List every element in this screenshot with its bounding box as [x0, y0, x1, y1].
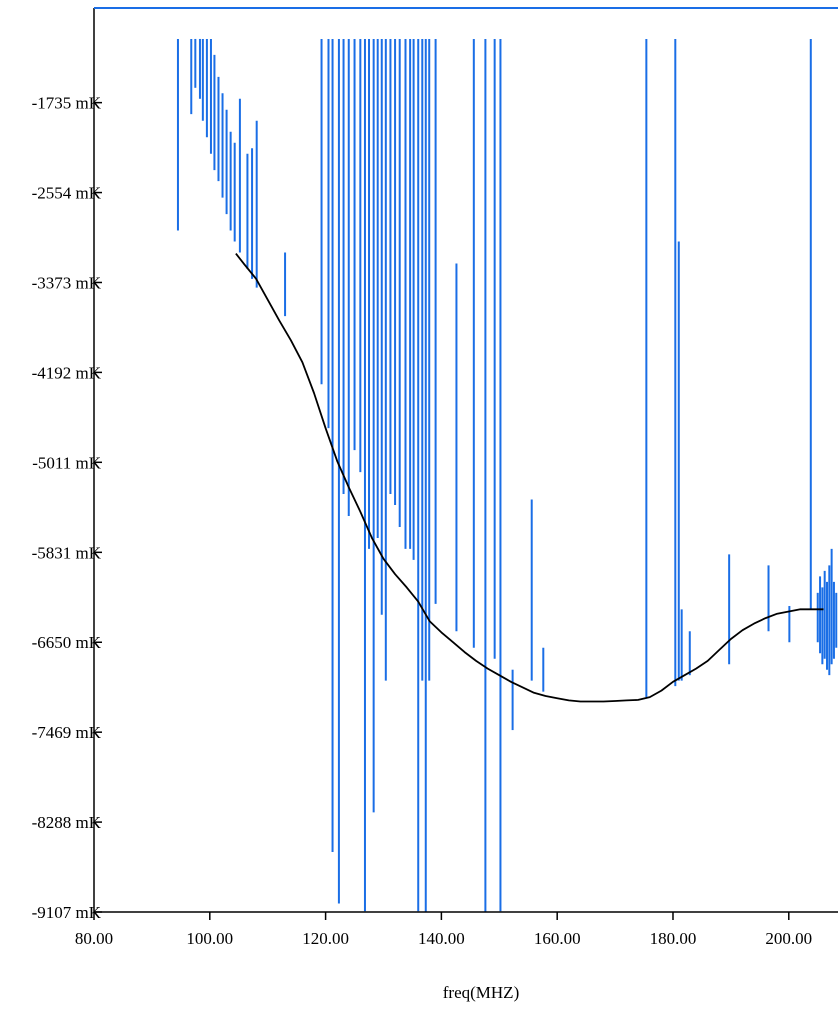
x-axis-title: freq(MHZ)	[443, 983, 519, 1002]
y-tick-label: -7469 mK	[32, 723, 102, 742]
y-tick-label: -5011 mK	[32, 453, 102, 472]
x-tick-label: 80.00	[75, 929, 113, 948]
y-tick-label: -2554 mK	[32, 184, 102, 203]
x-axis-ticks: 80.00 100.00 120.00 140.00 160.00 180.00 200.0…	[75, 912, 812, 948]
y-tick-label: -6650 mK	[32, 633, 102, 652]
spike-series	[176, 38, 838, 912]
curve-series	[235, 253, 824, 703]
y-tick-label: -8288 mK	[32, 813, 102, 832]
y-axis-ticks: -1735 mK -2554 mK -3373 mK -4192 mK -5011 mK…	[32, 94, 102, 922]
y-tick-label: -9107 mK	[32, 903, 102, 922]
x-tick-label: 200.00	[765, 929, 812, 948]
x-tick-label: 120.00	[302, 929, 349, 948]
y-tick-label: -3373 mK	[32, 273, 102, 292]
y-tick-label: -5831 mK	[32, 543, 102, 562]
x-tick-label: 100.00	[186, 929, 233, 948]
x-tick-label: 140.00	[418, 929, 465, 948]
curve-line	[235, 253, 824, 703]
x-tick-label: 180.00	[650, 929, 697, 948]
x-tick-label: 160.00	[534, 929, 581, 948]
axes	[93, 7, 838, 913]
y-tick-label: -1735 mK	[32, 94, 102, 113]
y-tick-label: -4192 mK	[32, 363, 102, 382]
